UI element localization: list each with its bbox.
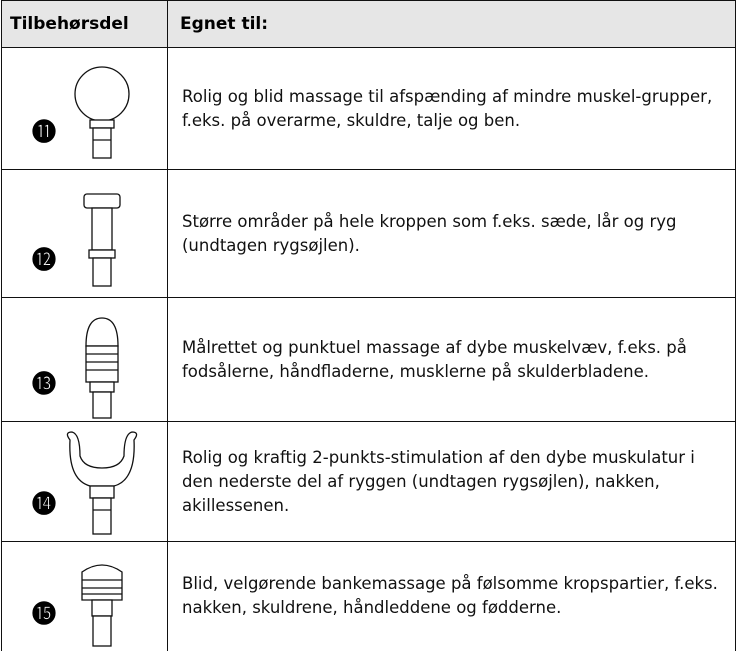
icon-cell: ⓫ [1,47,168,170]
row-number: ⓬ [32,246,56,274]
header-row: Tilbehørsdel Egnet til: [1,0,736,48]
row: ⓬ Større områder på hele kroppen som f.e… [1,169,736,298]
layered-head-icon [81,564,123,647]
description: Rolig og kraftig 2-punkts-stimulation af… [167,421,736,542]
header-cell: Tilbehørsdel [1,0,168,48]
row-number: ⓯ [32,599,56,628]
row: ⓫ Rolig og blid massage til afspænding a… [1,47,736,170]
description: Rolig og blid massage til afspænding af … [167,47,736,170]
header-cell: Egnet til: [167,0,736,48]
icon-cell: ⓮ [1,421,168,542]
bullet-head-icon [85,317,119,419]
icon-cell: ⓯ [1,541,168,651]
row-number: ⓮ [32,490,56,518]
row-number: ⓭ [32,370,56,398]
row: ⓭ Målrettet og punktuel massage af dybe … [1,297,736,422]
description: Målrettet og punktuel massage af dybe mu… [167,297,736,422]
description: Større områder på hele kroppen som f.eks… [167,169,736,298]
icon-cell: ⓬ [1,169,168,298]
row: ⓮ Rolig og kraftig 2-punkts-stimulation … [1,421,736,542]
description: Blid, velgørende bankemassage på følsomm… [167,541,736,651]
row: ⓯ Blid, velgørende bankemassage på følso… [1,541,736,651]
fork-head-icon [66,431,138,535]
flat-head-icon [83,193,121,287]
row-number: ⓫ [32,118,56,146]
ball-head-icon [74,66,130,159]
icon-cell: ⓭ [1,297,168,422]
